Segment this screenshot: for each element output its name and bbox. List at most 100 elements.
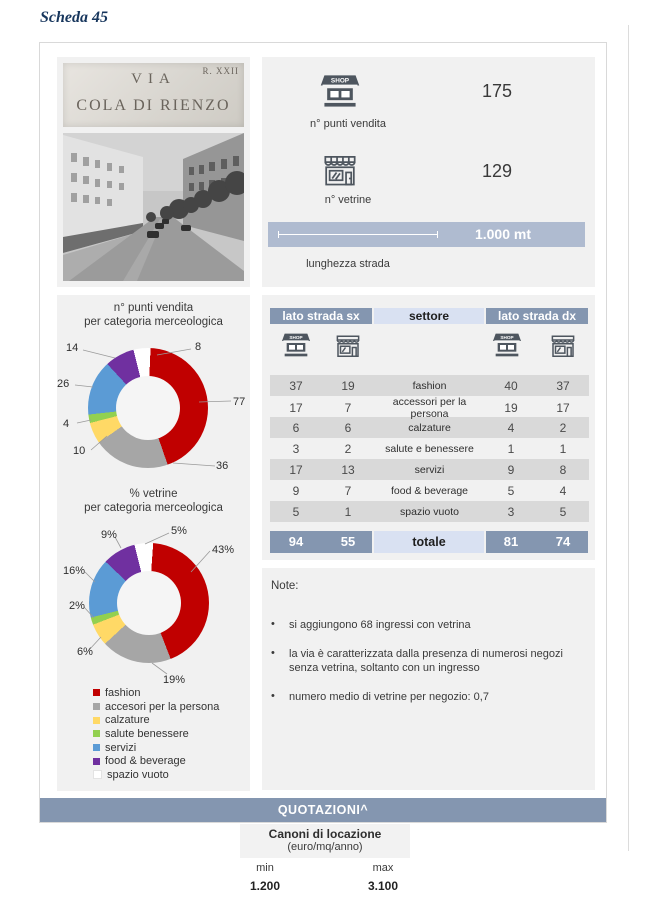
vetrine-icon [546,331,580,364]
max-label: max [372,862,394,874]
legend-item: food & beverage [93,754,219,768]
legend-swatch [93,744,100,752]
legend-item: accesori per la persona [93,700,219,714]
legend-label: fashion [105,686,141,699]
cell-count: 8 [559,462,567,477]
cell-settore: accessori per la persona [392,396,467,420]
legend-label: calzature [105,714,150,727]
cell-count: 3 [292,441,300,456]
table-row: 17 13 servizi 9 8 [270,459,589,480]
cell-count: 19 [341,378,355,393]
cell-settore: servizi [414,463,445,476]
legend-label: servizi [105,741,137,754]
vetrine-label: n° vetrine [324,194,372,206]
chart-data-label: 43% [212,544,235,556]
max-value: 3.100 [367,879,399,893]
header-lato-sx: lato strada sx [270,308,372,324]
cell-count: 40 [504,378,518,393]
cell-count: 1 [344,504,352,519]
note-panel: Note: • si aggiungono 68 ingressi con vet… [262,568,595,790]
legend-item: calzature [93,713,219,727]
header-settore: settore [374,308,484,324]
cell-count: 2 [559,420,567,435]
svg-text:SHOP: SHOP [331,78,350,85]
table-row: 6 6 calzature 4 2 [270,417,589,438]
cell-settore: food & beverage [390,484,469,497]
page-edge-line [628,25,629,851]
cell-count: 5 [559,504,567,519]
table-row: 9 7 food & beverage 5 4 [270,480,589,501]
chart-data-label: 26 [57,378,70,390]
legend-swatch [93,689,100,697]
street-sides-table: lato strada sx settore lato strada dx SH… [262,295,595,560]
note-bullet: • numero medio di vetrine per negozio: 0,… [271,690,581,704]
chart-data-label: 5% [171,525,187,537]
donut-hole [117,571,181,635]
svg-text:SHOP: SHOP [289,335,302,340]
total-label: totale [412,535,446,549]
bullet-icon: • [271,618,275,630]
table-row: 37 19 fashion 40 37 [270,375,589,396]
note-bullet: • si aggiungono 68 ingressi con vetrina [271,618,581,632]
photos-panel: R. XXII VIA COLA DI RIENZO [57,57,250,287]
cell-count: 4 [559,483,567,498]
table-row: 17 7 accessori per la persona 19 17 [270,396,589,420]
quotazioni-bar: QUOTAZIONI^ [40,798,606,822]
cell-settore: fashion [412,379,447,392]
vetrine-value: 129 [481,161,513,181]
legend-swatch [93,770,102,780]
chart-data-label: 4 [63,418,70,430]
cell-settore: salute e benessere [385,442,474,455]
report-frame: R. XXII VIA COLA DI RIENZO [39,42,607,823]
shop-icon: SHOP [317,72,363,115]
total-dx-vetrine: 74 [555,534,571,549]
vetrine-icon [317,150,363,193]
charts-panel: n° punti vendita per categoria merceolog… [57,295,250,791]
legend-item: fashion [93,686,219,700]
cell-count: 17 [556,401,570,415]
canoni-box: Canoni di locazione (euro/mq/anno) [240,824,410,858]
shop-icon: SHOP [279,331,313,364]
legend-label: accesori per la persona [105,700,220,713]
chart-data-label: 6% [77,646,93,658]
cell-settore: calzature [408,421,451,434]
street-sign-district: R. XXII [202,66,239,76]
cell-count: 1 [507,441,515,456]
donut-hole [116,376,180,440]
cell-count: 17 [289,462,303,477]
chart-data-label: 19% [163,674,186,686]
street-length-value: 1.000 mt [474,226,532,242]
legend-item: servizi [93,741,219,755]
chart-data-label: 16% [63,565,86,577]
cell-count: 6 [344,420,352,435]
cell-count: 37 [556,378,570,393]
cell-count: 7 [344,401,352,415]
street-photo-graphic [63,133,249,281]
cell-count: 5 [507,483,515,498]
bullet-icon: • [271,647,275,659]
cell-count: 4 [507,420,515,435]
note-heading: Note: [271,580,299,592]
chart-data-label: 2% [69,600,85,612]
vetrine-icon [331,331,365,364]
table-row: 3 2 salute e benessere 1 1 [270,438,589,459]
legend-swatch [93,730,100,738]
table-row: 5 1 spazio vuoto 3 5 [270,501,589,522]
note-text: numero medio di vetrine per negozio: 0,7 [289,691,489,703]
cell-count: 13 [341,462,355,477]
stats-panel: SHOP 175 n° punti vendita [262,57,595,287]
min-value: 1.200 [249,879,281,893]
cell-count: 17 [289,401,303,415]
street-sign-image: R. XXII VIA COLA DI RIENZO [63,63,244,127]
street-sign-line1: VIA [131,71,176,87]
chart-data-label: 8 [195,341,202,353]
donut-ring [88,348,208,468]
table-total-row: 94 55 totale 81 74 [262,531,595,553]
street-sign-line2: COLA DI RIENZO [76,97,231,114]
chart-legend: fashion accesori per la persona calzature s… [93,686,219,782]
chart-data-label: 77 [233,396,246,408]
canoni-title: Canoni di locazione [268,827,382,841]
legend-label: salute benessere [105,727,189,740]
cell-count: 7 [344,483,352,498]
